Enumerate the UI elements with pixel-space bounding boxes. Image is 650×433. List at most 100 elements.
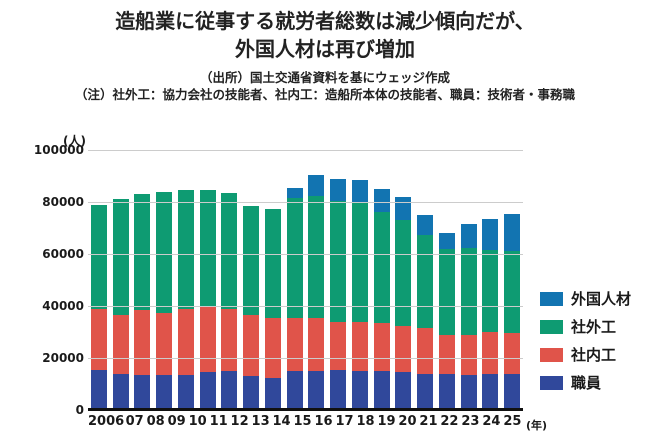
bar-13 <box>240 150 262 410</box>
x-tick-label-20: 20 <box>398 414 417 429</box>
bar-segment-外国人材 <box>373 189 390 213</box>
source-note: （出所）国土交通省資料を基にウェッジ作成 <box>199 70 450 85</box>
bar-stack-18 <box>351 179 368 410</box>
legend-label: 職員 <box>571 374 602 392</box>
bar-segment-社外工 <box>482 250 499 333</box>
x-tick-label-2006: 2006 <box>88 414 125 429</box>
y-axis-unit-label: (人) <box>63 134 86 148</box>
bar-segment-社外工 <box>177 190 194 309</box>
bar-stack-21 <box>417 215 434 410</box>
legend: 外国人材社外工社内工職員 <box>540 288 631 400</box>
bar-segment-外国人材 <box>504 213 521 252</box>
gridline-100000 <box>88 149 523 151</box>
bar-stack-13 <box>243 205 260 410</box>
y-axis-labels: 0 20000 40000 60000 80000 100000 <box>0 143 84 417</box>
bar-stack-15 <box>286 187 303 410</box>
bar-stack-14 <box>264 208 281 410</box>
bar-segment-社内工 <box>504 333 521 374</box>
bar-segment-社外工 <box>504 251 521 334</box>
bar-segment-職員 <box>112 373 129 410</box>
bar-23 <box>458 150 480 410</box>
bar-segment-職員 <box>177 374 194 410</box>
bar-segment-職員 <box>395 372 412 410</box>
bar-segment-社外工 <box>199 190 216 308</box>
bar-segment-社内工 <box>112 315 129 374</box>
bar-segment-外国人材 <box>417 215 434 235</box>
bar-segment-社内工 <box>156 312 173 375</box>
legend-swatch-icon <box>540 319 563 334</box>
bar-stack-10 <box>177 190 194 410</box>
bar-segment-社外工 <box>438 248 455 335</box>
bar-segment-職員 <box>351 371 368 410</box>
bar-21 <box>414 150 436 410</box>
chart-title: 造船業に従事する就労者総数は減少傾向だが、 外国人材は再び増加 <box>0 7 650 63</box>
bar-segment-社外工 <box>264 208 281 318</box>
bar-15 <box>284 150 306 410</box>
bar-segment-社内工 <box>199 307 216 373</box>
bar-segment-社外工 <box>286 198 303 318</box>
x-tick-label-19: 19 <box>377 414 396 429</box>
bar-segment-外国人材 <box>438 233 455 249</box>
bars-container <box>88 150 523 410</box>
bar-segment-職員 <box>156 374 173 410</box>
legend-swatch-icon <box>540 347 563 362</box>
y-tick-label-20000: 20000 <box>42 351 84 365</box>
x-tick-label-21: 21 <box>419 414 438 429</box>
legend-item-2: 社外工 <box>540 316 631 337</box>
legend-item-4: 職員 <box>540 372 631 393</box>
x-tick-label-14: 14 <box>272 414 291 429</box>
bar-segment-外国人材 <box>351 179 368 204</box>
bar-segment-社外工 <box>460 247 477 335</box>
bar-segment-社外工 <box>417 234 434 329</box>
bar-segment-職員 <box>286 371 303 410</box>
bar-segment-社内工 <box>177 308 194 375</box>
chart-title-line1: 造船業に従事する就労者総数は減少傾向だが、 <box>115 9 535 33</box>
bar-segment-職員 <box>199 372 216 410</box>
bar-segment-社内工 <box>243 315 260 377</box>
bar-07 <box>110 150 132 410</box>
legend-label: 社外工 <box>571 318 617 336</box>
bar-stack-19 <box>373 189 390 410</box>
bar-2006 <box>88 150 110 410</box>
bar-segment-職員 <box>417 373 434 410</box>
bar-segment-外国人材 <box>308 174 325 196</box>
bar-segment-職員 <box>243 376 260 410</box>
bar-segment-外国人材 <box>330 178 347 201</box>
x-tick-label-18: 18 <box>356 414 375 429</box>
bar-19 <box>371 150 393 410</box>
bar-10 <box>175 150 197 410</box>
bar-segment-社外工 <box>243 205 260 316</box>
bar-segment-職員 <box>264 377 281 410</box>
bar-segment-社内工 <box>438 334 455 374</box>
bar-segment-社外工 <box>373 212 390 323</box>
bar-segment-社内工 <box>395 325 412 373</box>
bar-stack-20 <box>395 196 412 410</box>
y-tick-label-100000: 100000 <box>33 143 84 157</box>
bar-segment-社内工 <box>134 309 151 375</box>
gridline-40000 <box>88 305 523 307</box>
bar-segment-社内工 <box>264 317 281 378</box>
chart-title-line2: 外国人材は再び増加 <box>235 37 415 61</box>
bar-segment-社外工 <box>395 220 412 326</box>
bar-stack-08 <box>134 194 151 410</box>
bar-segment-職員 <box>330 369 347 410</box>
bar-segment-職員 <box>134 374 151 410</box>
bar-segment-職員 <box>373 371 390 410</box>
bar-22 <box>436 150 458 410</box>
bar-segment-社内工 <box>373 322 390 371</box>
x-tick-label-16: 16 <box>314 414 333 429</box>
bar-segment-職員 <box>308 371 325 410</box>
bar-segment-社内工 <box>90 308 107 370</box>
legend-item-1: 外国人材 <box>540 288 631 309</box>
bar-18 <box>349 150 371 410</box>
bar-segment-社外工 <box>134 194 151 310</box>
x-tick-label-13: 13 <box>251 414 270 429</box>
bar-stack-17 <box>330 178 347 410</box>
bar-segment-社内工 <box>482 332 499 374</box>
legend-item-3: 社内工 <box>540 344 631 365</box>
bar-25 <box>501 150 523 410</box>
bar-24 <box>480 150 502 410</box>
bar-stack-12 <box>221 192 238 410</box>
bar-segment-社外工 <box>351 203 368 322</box>
bar-segment-外国人材 <box>395 196 412 221</box>
